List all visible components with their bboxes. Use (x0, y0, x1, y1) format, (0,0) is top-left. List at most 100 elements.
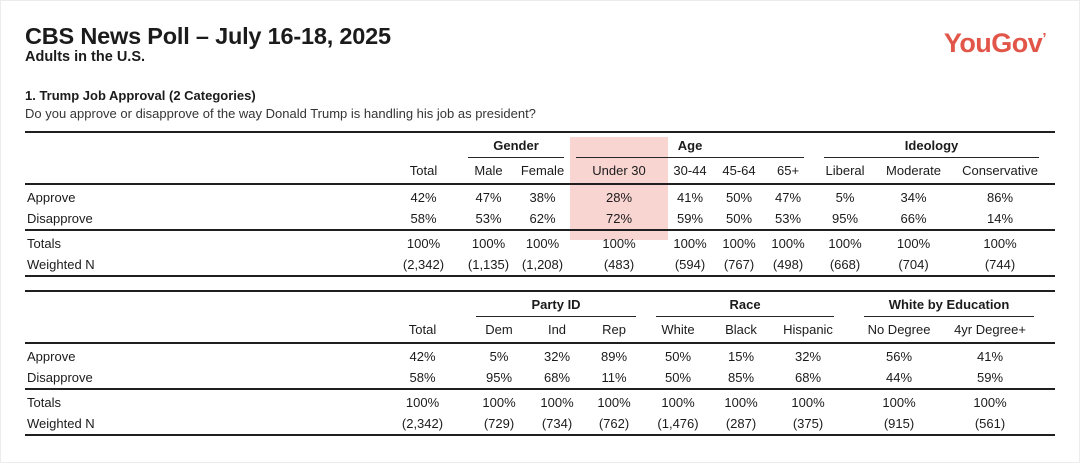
spacer-cell (460, 317, 470, 344)
spacer-cell (1045, 184, 1055, 208)
cell: 47% (775, 190, 802, 205)
cell: 34% (900, 190, 927, 205)
row-label: Approve (27, 190, 76, 205)
table-row: Disapprove 58% 53% 62% 72% 59% 50% 53% 9… (25, 208, 1056, 231)
cell: 89% (600, 349, 628, 364)
cell: 100% (791, 395, 825, 410)
yougov-logo: YouGov’ (943, 28, 1047, 58)
column-header-white: White (650, 317, 707, 344)
cell: 100% (525, 236, 560, 251)
cell: (2,342) (402, 257, 445, 272)
row-label: Approve (27, 349, 76, 364)
group-header-label: Race (656, 297, 835, 317)
group-header-ideology: Ideology (818, 132, 1045, 158)
column-header-liberal: Liberal (818, 158, 873, 185)
page-subtitle: Adults in the U.S. (25, 49, 146, 65)
cell: 14% (955, 208, 1046, 231)
spacer-cell (1040, 413, 1055, 435)
cell: (375) (792, 416, 824, 431)
cell: 44% (858, 367, 941, 390)
cell: 100% (673, 236, 707, 251)
group-header-age: Age (570, 132, 810, 158)
column-header-total: Total (385, 158, 462, 185)
row-label: Weighted N (27, 416, 95, 431)
cell: 32% (795, 349, 822, 364)
yougov-logo-text: YouGov (943, 28, 1043, 58)
spacer-cell (460, 367, 470, 390)
spacer-cell (810, 230, 818, 254)
column-header-rep: Rep (586, 317, 643, 344)
column-header-no-degree: No Degree (858, 317, 941, 344)
crosstab-demographics-wrap: Gender Age Ideology Total Male Female Un… (25, 131, 1056, 277)
spacer-cell (642, 343, 650, 367)
cell: 5% (489, 349, 509, 364)
cell: (1,476) (657, 416, 699, 431)
table-row: Totals 100% 100% 100% 100% 100% 100% 100… (25, 230, 1055, 254)
cell: (744) (984, 257, 1016, 272)
cell: 68% (776, 367, 841, 390)
row-label: Weighted N (27, 257, 95, 272)
row-label: Totals (27, 236, 61, 251)
cell: 95% (470, 367, 528, 390)
cell: 100% (724, 395, 758, 410)
cell: 68% (528, 367, 586, 390)
spacer-cell (840, 343, 858, 367)
page-title: CBS News Poll – July 16-18, 2025 (25, 23, 391, 49)
spacer-cell (1040, 367, 1056, 390)
cell: 50% (650, 367, 707, 390)
cell: 100% (973, 395, 1007, 410)
column-header-under-30: Under 30 (570, 158, 669, 185)
spacer-cell (1040, 291, 1055, 317)
table-row: Weighted N (2,342) (1,135) (1,208) (483)… (25, 254, 1055, 276)
table-row: Weighted N (2,342) (729) (734) (762) (1,… (25, 413, 1055, 435)
row-label: Disapprove (25, 367, 385, 390)
row-label: Totals (27, 395, 61, 410)
cell: 58% (385, 208, 462, 231)
column-header-total: Total (385, 317, 460, 344)
table-row: Approve 42% 5% 32% 89% 50% 15% 32% 56% 4… (25, 343, 1055, 367)
cell: 100% (471, 236, 506, 251)
cell: 28% (606, 190, 633, 205)
cell: 100% (828, 236, 862, 251)
cell: 100% (896, 236, 931, 251)
cell: (767) (723, 257, 755, 272)
group-header-label: Age (576, 138, 805, 158)
cell: 100% (602, 236, 636, 251)
cell: 53% (462, 208, 515, 231)
group-header-party-id: Party ID (470, 291, 642, 317)
cell: 50% (665, 349, 692, 364)
spacer-cell (642, 413, 650, 435)
cell: (287) (725, 416, 757, 431)
cell: 100% (406, 236, 441, 251)
table-row: Disapprove 58% 95% 68% 11% 50% 85% 68% 4… (25, 367, 1056, 390)
cell: (561) (974, 416, 1006, 431)
yougov-logo-mark: ’ (1042, 30, 1046, 47)
cell: (915) (883, 416, 915, 431)
cell: (1,135) (467, 257, 510, 272)
cell: (1,208) (521, 257, 564, 272)
cell: 58% (385, 367, 460, 390)
spacer-cell (810, 254, 818, 276)
group-header-label: Gender (468, 138, 565, 158)
group-header-label: Party ID (476, 297, 637, 317)
question-text: Do you approve or disapprove of the way … (25, 106, 536, 121)
cell: 5% (835, 190, 855, 205)
masthead: CBS News Poll – July 16-18, 2025 Adults … (25, 0, 1055, 66)
cell: 47% (475, 190, 502, 205)
table-row: Totals 100% 100% 100% 100% 100% 100% 100… (25, 389, 1055, 413)
cell: 41% (977, 349, 1004, 364)
spacer-cell (460, 413, 470, 435)
column-header-30-44: 30-44 (668, 158, 713, 185)
cell: (668) (829, 257, 861, 272)
spacer-cell (1045, 132, 1055, 158)
cell: 100% (405, 395, 440, 410)
cell: 62% (515, 208, 571, 231)
cell: 11% (586, 367, 643, 390)
cell: 66% (872, 208, 956, 231)
cell: 100% (882, 395, 916, 410)
cell: 100% (771, 236, 805, 251)
cell: (483) (603, 257, 635, 272)
cell: 42% (410, 190, 437, 205)
spacer-cell (460, 343, 470, 367)
